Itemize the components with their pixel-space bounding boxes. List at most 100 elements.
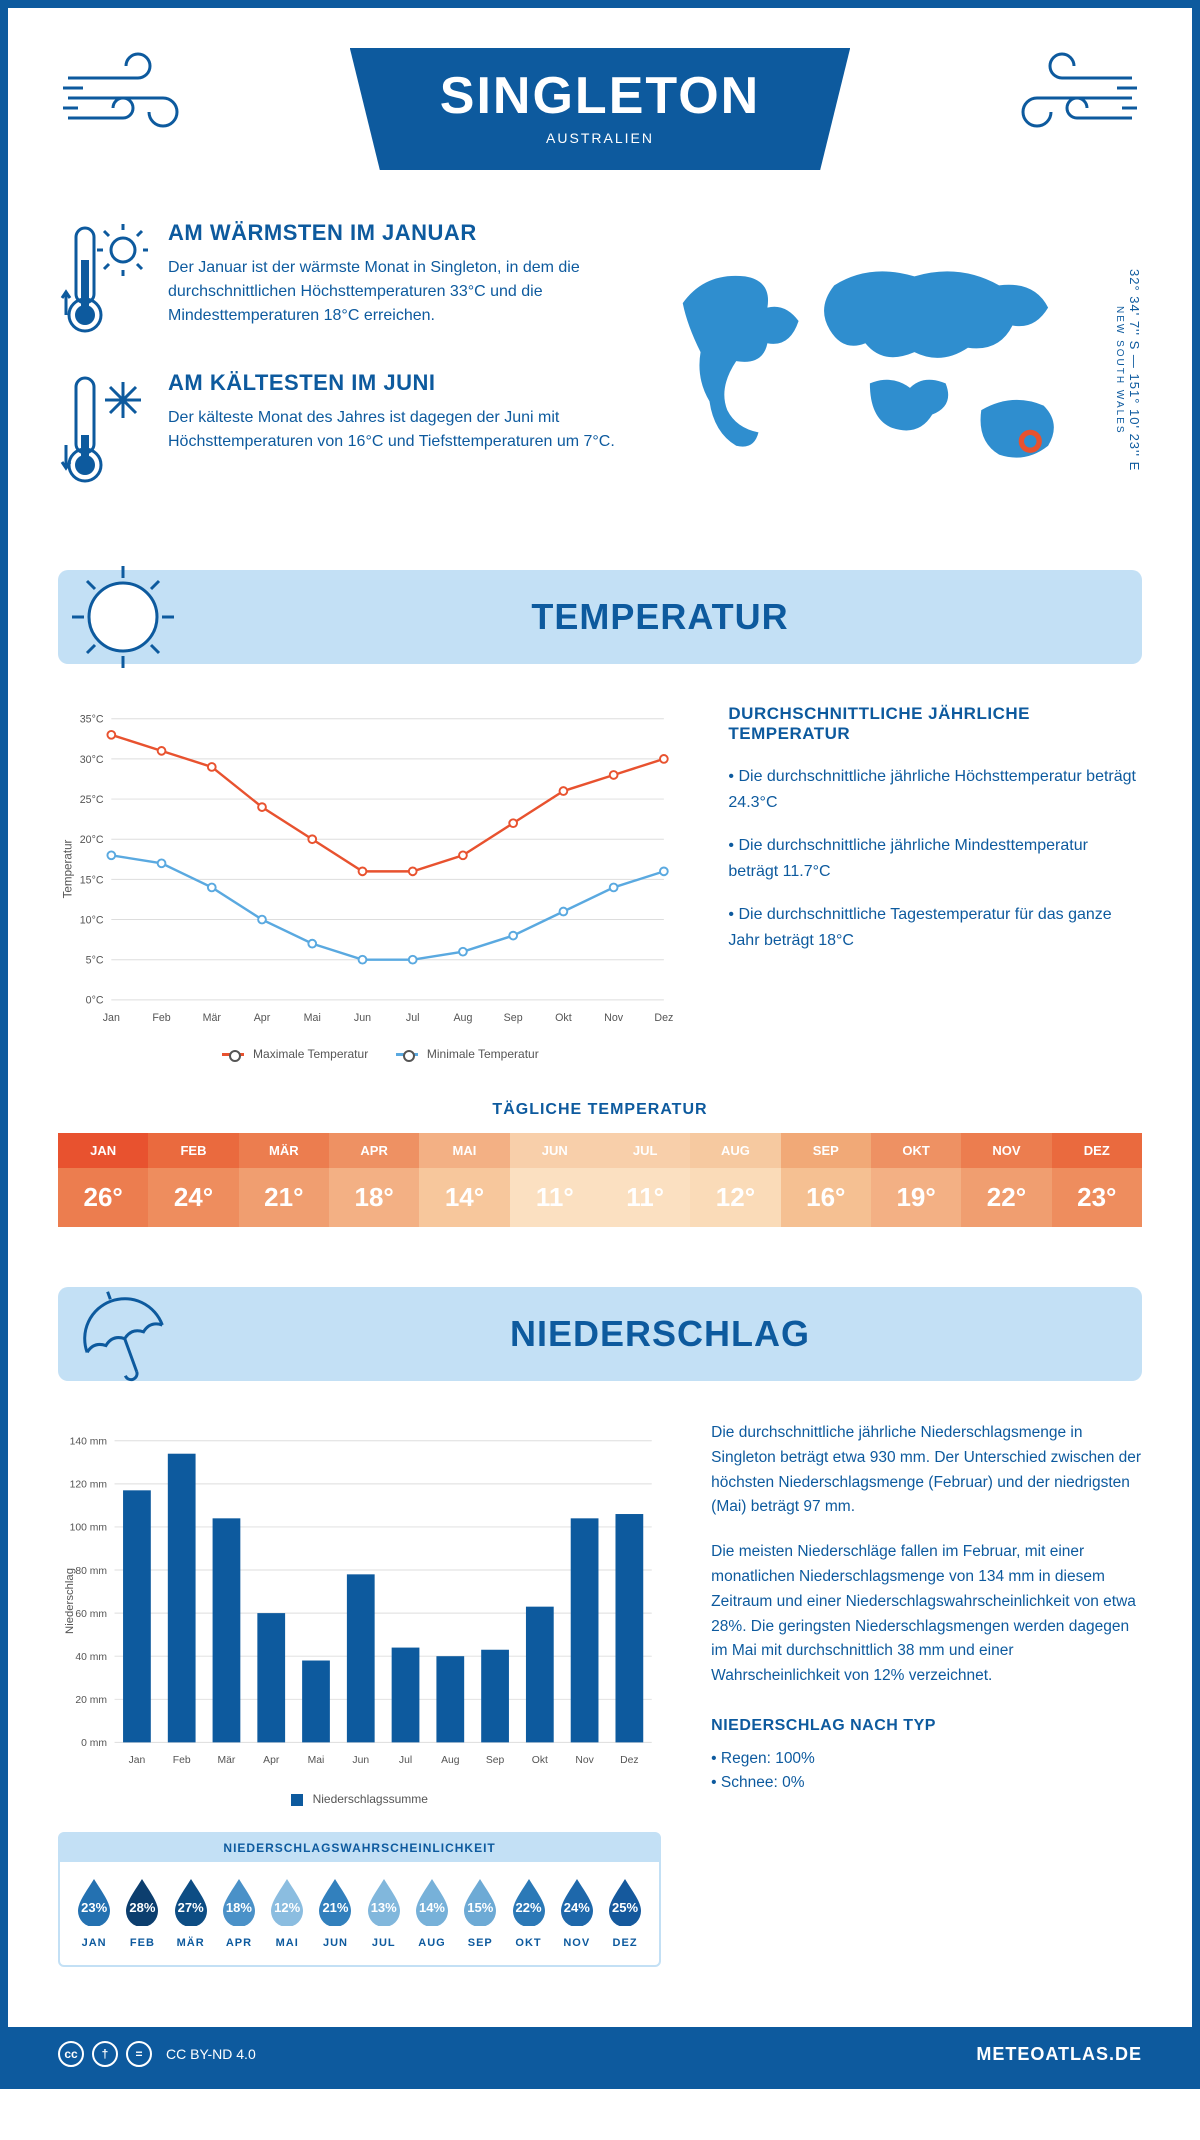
probability-cell: 18% APR — [215, 1876, 263, 1949]
probability-cell: 14%AUG — [408, 1876, 456, 1949]
svg-text:Aug: Aug — [453, 1012, 472, 1024]
daily-cell: APR18° — [329, 1133, 419, 1227]
wind-icon — [1002, 48, 1142, 143]
daily-value: 18° — [329, 1168, 419, 1227]
temperature-chart: 0°C5°C10°C15°C20°C25°C30°C35°CJanFebMärA… — [58, 704, 678, 1061]
daily-cell: JUN11° — [510, 1133, 600, 1227]
svg-text:80 mm: 80 mm — [75, 1566, 107, 1577]
svg-text:Okt: Okt — [555, 1012, 572, 1024]
section-bar-temperature: TEMPERATUR — [58, 570, 1142, 664]
svg-text:Apr: Apr — [263, 1755, 280, 1766]
probability-cell: 13%JUL — [360, 1876, 408, 1949]
cc-icon: cc — [58, 2041, 84, 2067]
probability-month: FEB — [118, 1937, 166, 1949]
bar-chart-legend: Niederschlagssumme — [58, 1792, 661, 1806]
daily-value: 12° — [690, 1168, 780, 1227]
svg-text:120 mm: 120 mm — [70, 1480, 107, 1491]
nd-icon: = — [126, 2041, 152, 2067]
summary-heading: DURCHSCHNITTLICHE JÄHRLICHE TEMPERATUR — [728, 704, 1142, 744]
daily-month: JUL — [600, 1133, 690, 1168]
probability-month: MÄR — [167, 1937, 215, 1949]
svg-text:Mai: Mai — [304, 1012, 321, 1024]
svg-text:Feb: Feb — [152, 1012, 170, 1024]
svg-text:Nov: Nov — [575, 1755, 594, 1766]
summary-bullet: • Die durchschnittliche jährliche Mindes… — [728, 833, 1142, 884]
daily-temp-heading: TÄGLICHE TEMPERATUR — [58, 1101, 1142, 1119]
svg-text:Jan: Jan — [103, 1012, 120, 1024]
probability-month: MAI — [263, 1937, 311, 1949]
by-icon: † — [92, 2041, 118, 2067]
raindrop-icon: 18% — [219, 1876, 259, 1931]
daily-value: 22° — [961, 1168, 1051, 1227]
svg-text:0 mm: 0 mm — [81, 1738, 107, 1749]
legend-swatch-max — [222, 1053, 244, 1056]
daily-value: 11° — [600, 1168, 690, 1227]
svg-text:Aug: Aug — [441, 1755, 460, 1766]
precip-type-item: • Schnee: 0% — [711, 1771, 1142, 1796]
fact-heading: AM KÄLTESTEN IM JUNI — [168, 370, 616, 396]
fact-heading: AM WÄRMSTEN IM JANUAR — [168, 220, 616, 246]
probability-month: DEZ — [601, 1937, 649, 1949]
page-title: SINGLETON — [440, 66, 760, 126]
svg-text:40 mm: 40 mm — [75, 1652, 107, 1663]
precipitation-left: 0 mm20 mm40 mm60 mm80 mm100 mm120 mm140 … — [58, 1421, 661, 1967]
raindrop-icon: 25% — [605, 1876, 645, 1931]
header: SINGLETON AUSTRALIEN — [58, 48, 1142, 170]
summary-bullet: • Die durchschnittliche Tagestemperatur … — [728, 902, 1142, 953]
summary-bullet: • Die durchschnittliche jährliche Höchst… — [728, 764, 1142, 815]
probability-box: NIEDERSCHLAGSWAHRSCHEINLICHKEIT 23%JAN28… — [58, 1832, 661, 1967]
daily-cell: AUG12° — [690, 1133, 780, 1227]
daily-cell: SEP16° — [781, 1133, 871, 1227]
wind-icon — [58, 48, 198, 143]
legend-swatch-min — [396, 1053, 418, 1056]
raindrop-icon: 13% — [364, 1876, 404, 1931]
svg-text:60 mm: 60 mm — [75, 1609, 107, 1620]
svg-text:30°C: 30°C — [80, 754, 104, 766]
probability-value: 13% — [364, 1900, 404, 1915]
probability-cell: 21% JUN — [311, 1876, 359, 1949]
daily-month: NOV — [961, 1133, 1051, 1168]
daily-cell: FEB24° — [148, 1133, 238, 1227]
svg-text:25°C: 25°C — [80, 794, 104, 806]
region-label: NEW SOUTH WALES — [1114, 306, 1125, 435]
precipitation-bar-chart: 0 mm20 mm40 mm60 mm80 mm100 mm120 mm140 … — [58, 1421, 661, 1781]
svg-text:Jan: Jan — [129, 1755, 146, 1766]
legend-label-min: Minimale Temperatur — [427, 1047, 539, 1061]
fact-coldest: AM KÄLTESTEN IM JUNI Der kälteste Monat … — [58, 370, 616, 490]
svg-text:20°C: 20°C — [80, 834, 104, 846]
svg-text:0°C: 0°C — [86, 995, 104, 1007]
raindrop-icon: 23% — [74, 1876, 114, 1931]
section-title: TEMPERATUR — [208, 596, 1112, 638]
thermometer-sun-icon — [58, 220, 148, 340]
probability-value: 21% — [315, 1900, 355, 1915]
daily-temp-strip: JAN26°FEB24°MÄR21°APR18°MAI14°JUN11°JUL1… — [58, 1133, 1142, 1227]
svg-text:Okt: Okt — [532, 1755, 548, 1766]
probability-value: 24% — [557, 1900, 597, 1915]
line-chart-legend: Maximale Temperatur Minimale Temperatur — [58, 1047, 678, 1061]
fact-body: Der Januar ist der wärmste Monat in Sing… — [168, 256, 616, 328]
raindrop-icon: 22% — [509, 1876, 549, 1931]
daily-month: AUG — [690, 1133, 780, 1168]
legend-label-bar: Niederschlagssumme — [313, 1792, 428, 1806]
probability-cell: 15%SEP — [456, 1876, 504, 1949]
daily-month: APR — [329, 1133, 419, 1168]
probability-month: APR — [215, 1937, 263, 1949]
summary-paragraph: Die durchschnittliche jährliche Niedersc… — [711, 1421, 1142, 1520]
probability-cell: 24%NOV — [553, 1876, 601, 1949]
license-label: CC BY-ND 4.0 — [166, 2046, 256, 2062]
probability-row: 23%JAN28%FEB27%MÄR18%APR12%MAI21%JUN13%J… — [60, 1862, 659, 1953]
daily-month: DEZ — [1052, 1133, 1142, 1168]
svg-text:Jul: Jul — [406, 1012, 420, 1024]
svg-text:Jun: Jun — [352, 1755, 369, 1766]
probability-value: 18% — [219, 1900, 259, 1915]
coords-value: 32° 34' 7'' S — 151° 10' 23'' E — [1127, 269, 1142, 471]
probability-month: JUN — [311, 1937, 359, 1949]
probability-cell: 22%OKT — [504, 1876, 552, 1949]
svg-text:Mär: Mär — [203, 1012, 222, 1024]
raindrop-icon: 12% — [267, 1876, 307, 1931]
country-label: AUSTRALIEN — [440, 130, 760, 146]
fact-body: Der kälteste Monat des Jahres ist dagege… — [168, 406, 616, 454]
summary-paragraph: Die meisten Niederschläge fallen im Febr… — [711, 1540, 1142, 1689]
title-banner: SINGLETON AUSTRALIEN — [350, 48, 850, 170]
svg-text:Dez: Dez — [620, 1755, 638, 1766]
